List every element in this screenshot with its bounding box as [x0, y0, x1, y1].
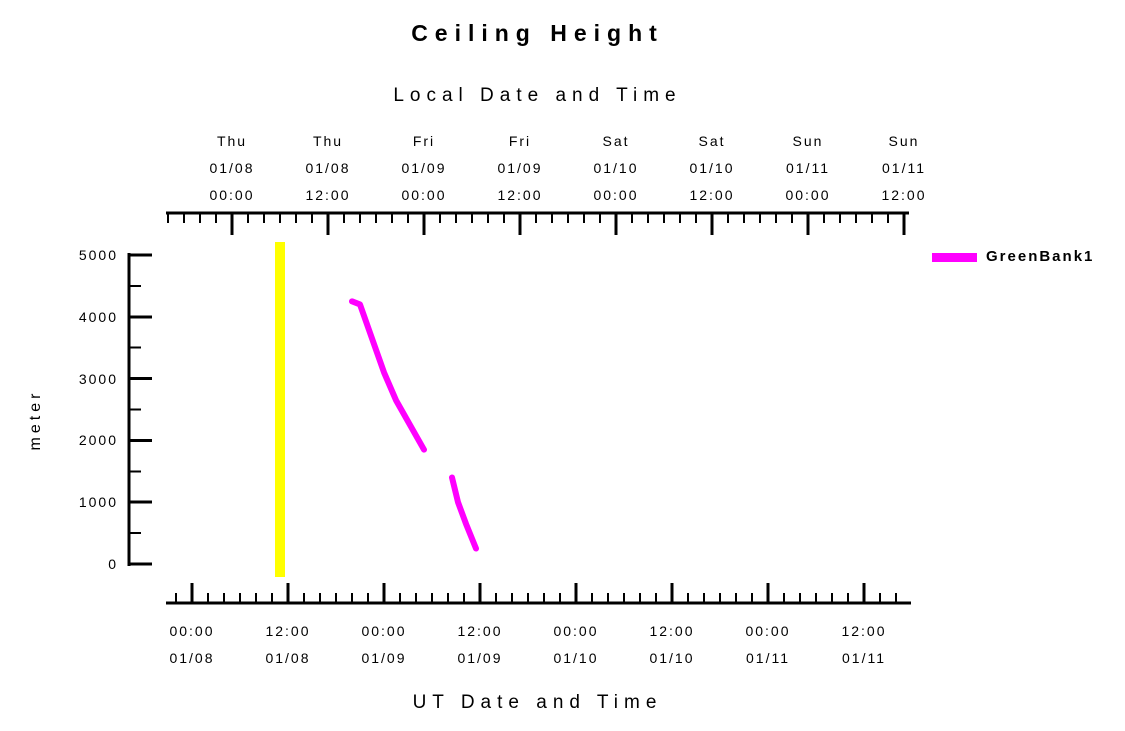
bottom-axis-tick-label: 00:00 01/08 — [169, 623, 215, 666]
top-axis-tick-label: Fri 01/09 12:00 — [497, 133, 543, 203]
y-axis-title: meter — [27, 389, 44, 451]
legend: GreenBank1 — [932, 249, 1094, 265]
y-axis-tick-label: 4000 — [78, 308, 118, 325]
chart-title: Ceiling Height — [411, 20, 664, 46]
bottom-axis-tick-label: 12:00 01/08 — [265, 623, 311, 666]
bottom-axis-tick-label: 12:00 01/10 — [649, 623, 695, 666]
top-axis-tick-label: Sat 01/10 12:00 — [689, 133, 735, 203]
top-axis-tick-label: Sun 01/11 00:00 — [785, 133, 831, 203]
top-axis-title: Local Date and Time — [393, 85, 682, 106]
bottom-axis-tick-label: 00:00 01/10 — [553, 623, 599, 666]
top-axis-tick-label: Thu 01/08 12:00 — [305, 133, 351, 203]
series-greenbank1-line — [349, 298, 427, 453]
y-axis-tick-label: 5000 — [78, 247, 118, 263]
y-axis-tick-label: 1000 — [78, 494, 118, 511]
legend-swatch-greenbank1 — [932, 252, 977, 262]
bottom-axis-tick-label: 00:00 01/09 — [361, 623, 407, 666]
bottom-axis-tick-label: 12:00 01/09 — [457, 623, 503, 666]
legend-label: GreenBank1 — [986, 248, 1095, 265]
series-greenbank1-line — [449, 474, 479, 552]
top-axis-tick-label: Fri 01/09 00:00 — [401, 133, 447, 203]
bottom-axis-title: UT Date and Time — [412, 692, 663, 713]
top-axis-tick-label: Thu 01/08 00:00 — [209, 133, 255, 203]
top-axis-tick-label: Sat 01/10 00:00 — [593, 133, 639, 203]
bottom-axis-tick-label: 00:00 01/11 — [745, 623, 791, 666]
bottom-axis-tick-label: 12:00 01/11 — [841, 623, 887, 666]
y-axis-tick-label: 2000 — [78, 432, 118, 449]
y-axis-tick-label: 3000 — [78, 370, 118, 387]
top-axis-tick-label: Sun 01/11 12:00 — [881, 133, 927, 203]
y-axis-tick-label: 0 — [108, 556, 118, 572]
